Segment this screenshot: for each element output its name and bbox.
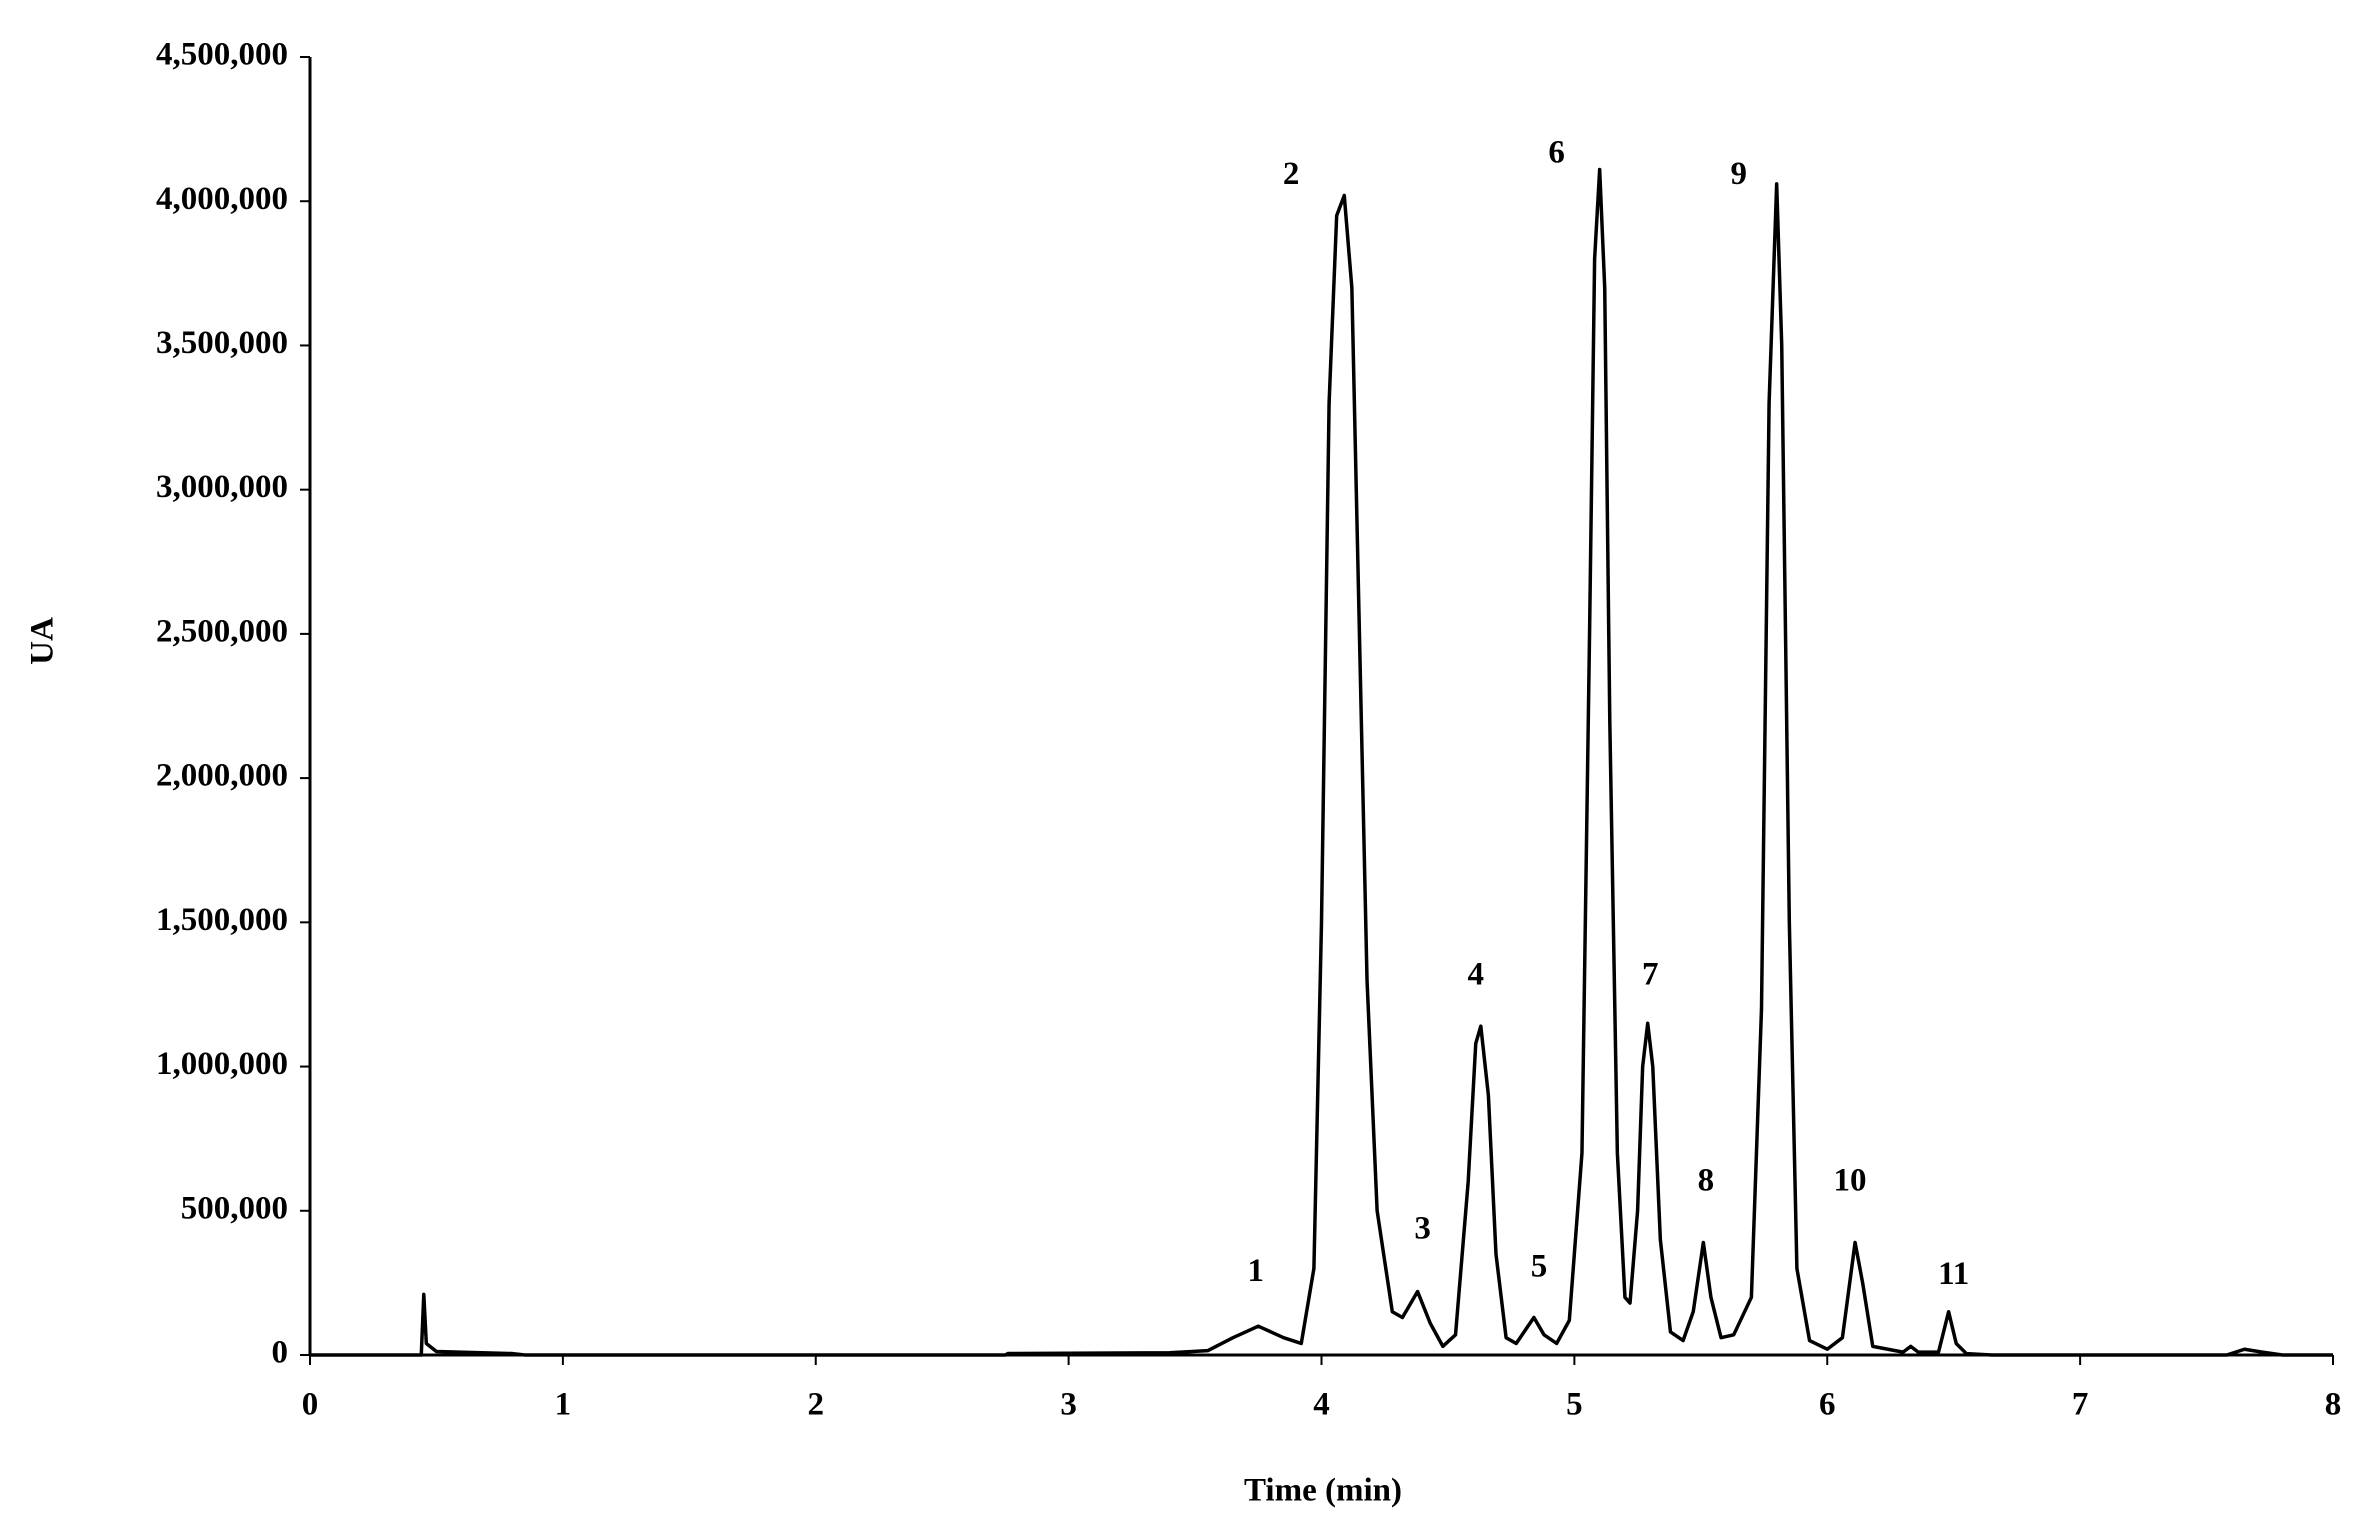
peak-label: 9 bbox=[1730, 156, 1747, 192]
x-tick-label: 0 bbox=[302, 1387, 319, 1423]
peak-label: 5 bbox=[1531, 1248, 1548, 1284]
y-tick-label: 1,500,000 bbox=[156, 902, 288, 938]
peak-label: 7 bbox=[1642, 957, 1659, 993]
x-tick-label: 5 bbox=[1566, 1387, 1583, 1423]
x-tick-label: 4 bbox=[1313, 1387, 1330, 1423]
x-tick-label: 3 bbox=[1060, 1387, 1077, 1423]
x-axis-title: Time (min) bbox=[1244, 1473, 1402, 1509]
y-tick-label: 500,000 bbox=[181, 1190, 288, 1226]
x-tick-label: 2 bbox=[808, 1387, 825, 1423]
y-tick-label: 4,500,000 bbox=[156, 37, 288, 73]
y-tick-label: 2,500,000 bbox=[156, 613, 288, 649]
chromatogram-line bbox=[310, 167, 2333, 1357]
y-axis-title: UA bbox=[25, 617, 61, 665]
peak-label: 8 bbox=[1698, 1162, 1715, 1198]
peak-label: 6 bbox=[1548, 135, 1565, 171]
peak-label: 10 bbox=[1834, 1162, 1867, 1198]
peak-label: 2 bbox=[1283, 156, 1300, 192]
y-tick-label: 1,000,000 bbox=[156, 1046, 288, 1082]
y-tick-label: 3,500,000 bbox=[156, 325, 288, 361]
peak-label: 1 bbox=[1248, 1253, 1265, 1289]
y-tick-label: 3,000,000 bbox=[156, 469, 288, 505]
x-tick-label: 8 bbox=[2325, 1387, 2342, 1423]
peak-label: 3 bbox=[1414, 1211, 1431, 1247]
peak-label: 11 bbox=[1938, 1256, 1969, 1292]
peak-label: 4 bbox=[1468, 957, 1485, 993]
y-tick-label: 4,000,000 bbox=[156, 181, 288, 217]
x-tick-label: 7 bbox=[2072, 1387, 2089, 1423]
x-tick-label: 1 bbox=[555, 1387, 572, 1423]
y-tick-label: 0 bbox=[272, 1335, 289, 1371]
y-tick-label: 2,000,000 bbox=[156, 758, 288, 794]
x-tick-label: 6 bbox=[1819, 1387, 1836, 1423]
